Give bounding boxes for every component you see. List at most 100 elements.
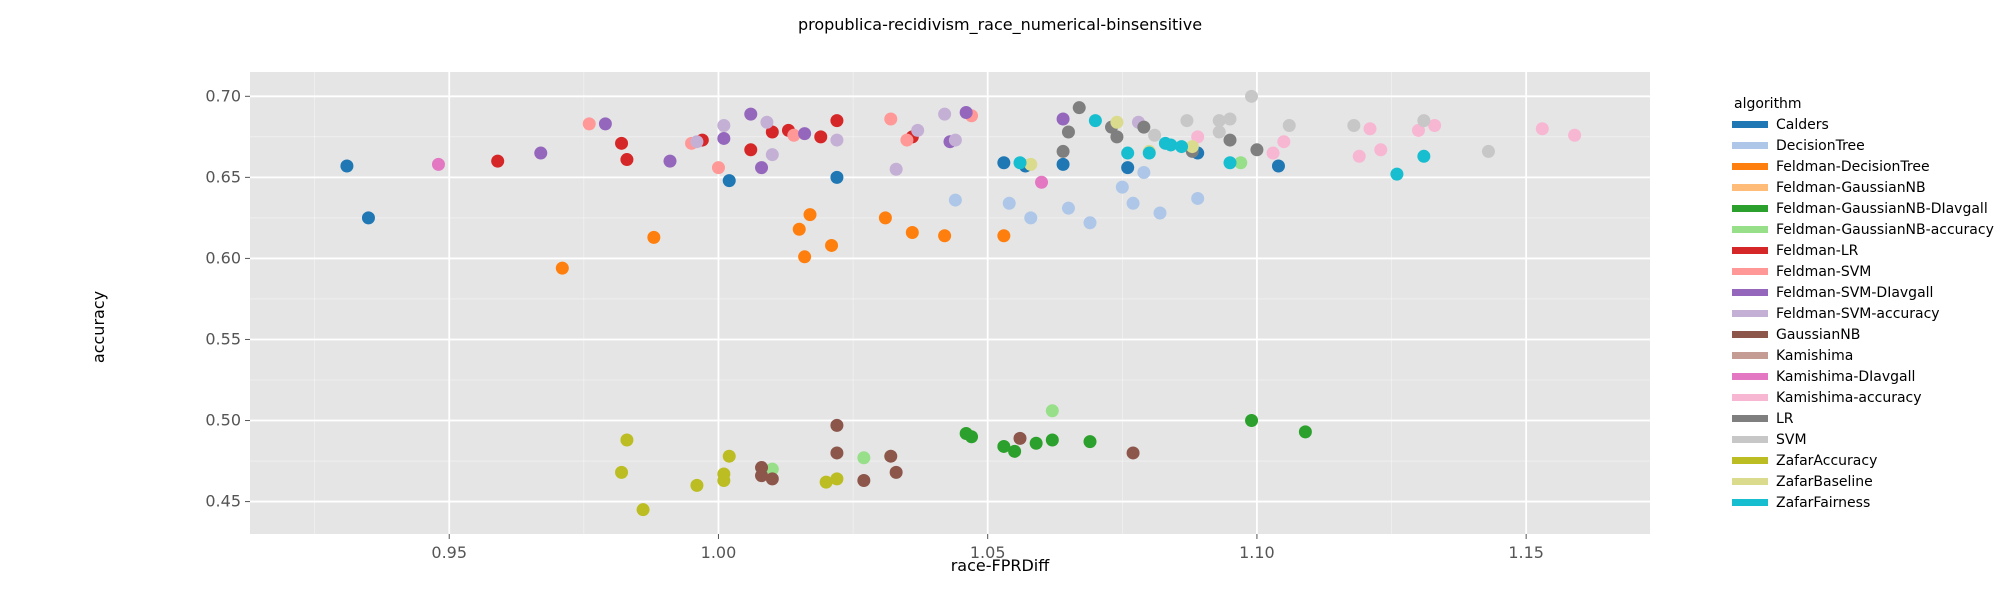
data-point xyxy=(647,230,661,244)
data-point xyxy=(889,465,903,479)
legend-swatch xyxy=(1732,184,1768,191)
legend-swatch xyxy=(1732,478,1768,485)
legend-label: Kamishima xyxy=(1776,348,1853,364)
legend-label: Kamishima-DIavgall xyxy=(1776,369,1915,385)
data-point xyxy=(1110,115,1124,129)
data-point xyxy=(1164,138,1178,152)
data-point xyxy=(1083,435,1097,449)
legend-swatch xyxy=(1732,373,1768,380)
y-axis-label: accuracy xyxy=(89,291,108,363)
data-point xyxy=(534,146,548,160)
data-point xyxy=(717,131,731,145)
y-tick-label: 0.55 xyxy=(205,329,241,348)
legend-swatch xyxy=(1732,247,1768,254)
data-point xyxy=(1347,118,1361,132)
legend-swatch xyxy=(1732,163,1768,170)
data-point xyxy=(830,114,844,128)
data-point xyxy=(1056,112,1070,126)
data-point xyxy=(900,133,914,147)
data-points xyxy=(340,89,1582,517)
data-point xyxy=(1137,120,1151,134)
x-tick-label: 1.05 xyxy=(970,543,1006,562)
legend-label: Feldman-GaussianNB xyxy=(1776,180,1926,196)
data-point xyxy=(340,159,354,173)
data-point xyxy=(1148,128,1162,142)
legend-swatch xyxy=(1732,226,1768,233)
legend-label: LR xyxy=(1776,411,1794,427)
data-point xyxy=(1029,436,1043,450)
data-point xyxy=(755,161,769,175)
data-point xyxy=(878,211,892,225)
legend-label: Feldman-DecisionTree xyxy=(1776,159,1930,175)
data-point xyxy=(889,162,903,176)
chart-title: propublica-recidivism_race_numerical-bin… xyxy=(798,15,1202,35)
data-point xyxy=(1191,130,1205,144)
data-point xyxy=(1363,122,1377,136)
data-point xyxy=(1024,211,1038,225)
data-point xyxy=(1191,191,1205,205)
data-point xyxy=(997,439,1011,453)
data-point xyxy=(1481,144,1495,158)
data-point xyxy=(905,225,919,239)
data-point xyxy=(722,449,736,463)
data-point xyxy=(1271,159,1285,173)
data-point xyxy=(1061,201,1075,215)
legend-label: ZafarBaseline xyxy=(1776,474,1873,490)
legend-swatch xyxy=(1732,289,1768,296)
data-point xyxy=(431,157,445,171)
legend-label: DecisionTree xyxy=(1776,138,1865,154)
data-point xyxy=(491,154,505,168)
legend-label: ZafarAccuracy xyxy=(1776,453,1877,469)
data-point xyxy=(744,107,758,121)
legend-label: Feldman-SVM-accuracy xyxy=(1776,306,1940,322)
data-point xyxy=(1121,161,1135,175)
data-point xyxy=(814,130,828,144)
legend-items: Calders DecisionTree Feldman-DecisionTree F… xyxy=(1732,117,1994,511)
data-point xyxy=(620,153,634,167)
data-point xyxy=(1180,114,1194,128)
legend-label: Calders xyxy=(1776,117,1829,133)
legend-swatch xyxy=(1732,331,1768,338)
data-point xyxy=(787,128,801,142)
data-point xyxy=(1126,446,1140,460)
y-tick-label: 0.45 xyxy=(205,492,241,511)
x-tick-label: 1.10 xyxy=(1239,543,1275,562)
data-point xyxy=(615,136,629,150)
data-point xyxy=(1142,146,1156,160)
data-point xyxy=(1137,166,1151,180)
data-point xyxy=(798,250,812,264)
data-point xyxy=(1024,157,1038,171)
data-point xyxy=(965,430,979,444)
legend-label: GaussianNB xyxy=(1776,327,1860,343)
data-point xyxy=(1245,89,1259,103)
plot-area xyxy=(250,72,1650,534)
data-point xyxy=(798,127,812,141)
legend-swatch xyxy=(1732,121,1768,128)
data-point xyxy=(760,115,774,129)
legend-label: SVM xyxy=(1776,432,1807,448)
data-point xyxy=(792,222,806,236)
data-point xyxy=(1061,125,1075,139)
data-point xyxy=(830,472,844,486)
data-point xyxy=(1126,196,1140,210)
legend: algorithm Calders DecisionTree Feldman-Dec… xyxy=(1732,96,1994,511)
data-point xyxy=(765,125,779,139)
data-point xyxy=(997,229,1011,243)
y-tick-label: 0.50 xyxy=(205,411,241,430)
legend-title: algorithm xyxy=(1734,96,1802,112)
data-point xyxy=(1035,175,1049,189)
data-point xyxy=(1212,125,1226,139)
data-point xyxy=(1013,156,1027,170)
x-axis-label: race-FPRDiff xyxy=(951,556,1051,575)
data-point xyxy=(1056,144,1070,158)
data-point xyxy=(938,107,952,121)
data-point xyxy=(948,133,962,147)
data-point xyxy=(1212,114,1226,128)
data-point xyxy=(825,238,839,252)
data-point xyxy=(911,123,925,137)
data-point xyxy=(620,433,634,447)
data-point xyxy=(1002,196,1016,210)
y-axis-ticks: 0.45 0.50 0.55 0.60 0.65 0.70 xyxy=(205,86,250,511)
data-point xyxy=(555,261,569,275)
